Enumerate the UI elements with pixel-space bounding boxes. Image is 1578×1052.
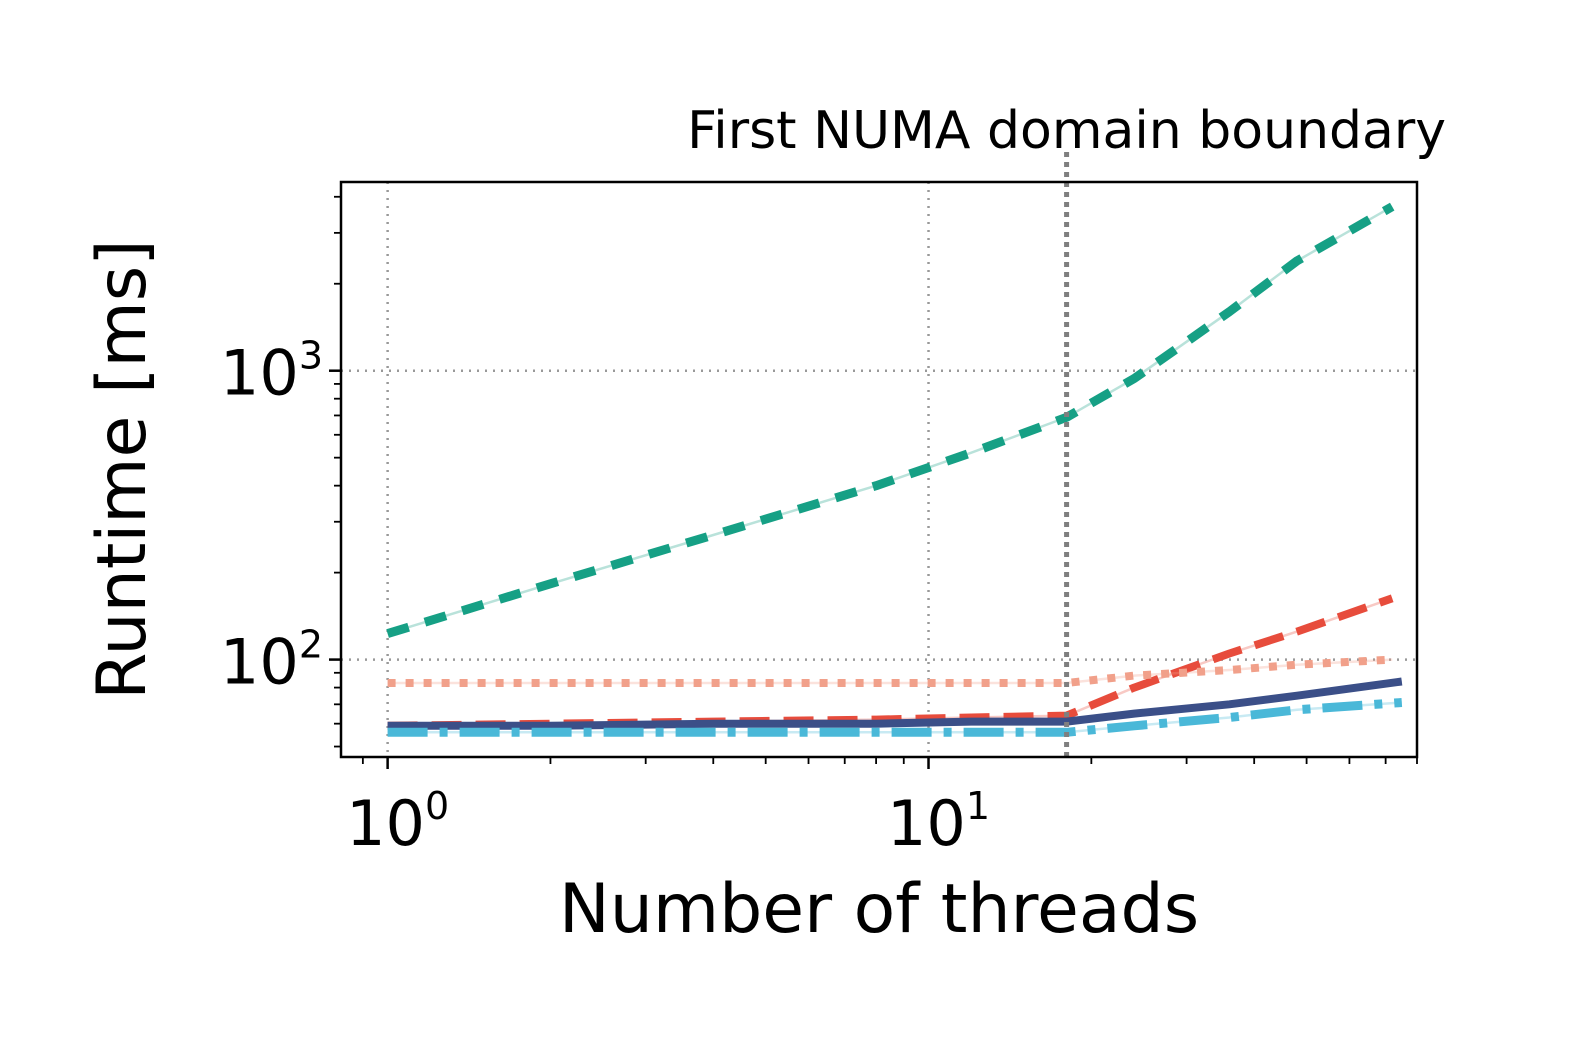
x-axis-label: Number of threads xyxy=(559,870,1199,949)
series-line xyxy=(387,698,1403,737)
series-3 xyxy=(387,677,1403,730)
series-thin-line xyxy=(387,205,1393,635)
series-2 xyxy=(387,655,1393,687)
y-tick-label: 103 xyxy=(220,334,323,410)
y-axis-label: Runtime [ms] xyxy=(83,239,162,699)
series-line xyxy=(387,655,1393,687)
series-line xyxy=(386,202,1395,638)
series-4 xyxy=(387,698,1403,737)
plot-frame xyxy=(339,180,1419,759)
series-lines xyxy=(386,202,1403,737)
x-tick-label-text: 101 xyxy=(887,784,990,860)
series-line xyxy=(387,677,1403,730)
y-tick-label-text: 102 xyxy=(220,623,323,699)
grid-lines xyxy=(341,182,1417,757)
x-tick-label: 101 xyxy=(887,784,990,860)
y-tick-label: 102 xyxy=(220,623,323,699)
numa-boundary-label: First NUMA domain boundary xyxy=(687,101,1446,161)
axis-ticks: 100 101 102 103 xyxy=(220,195,1418,860)
y-tick-label-text: 103 xyxy=(220,334,323,410)
x-tick-label-text: 100 xyxy=(346,784,449,860)
x-tick-label: 100 xyxy=(346,784,449,860)
series-0 xyxy=(386,202,1395,638)
